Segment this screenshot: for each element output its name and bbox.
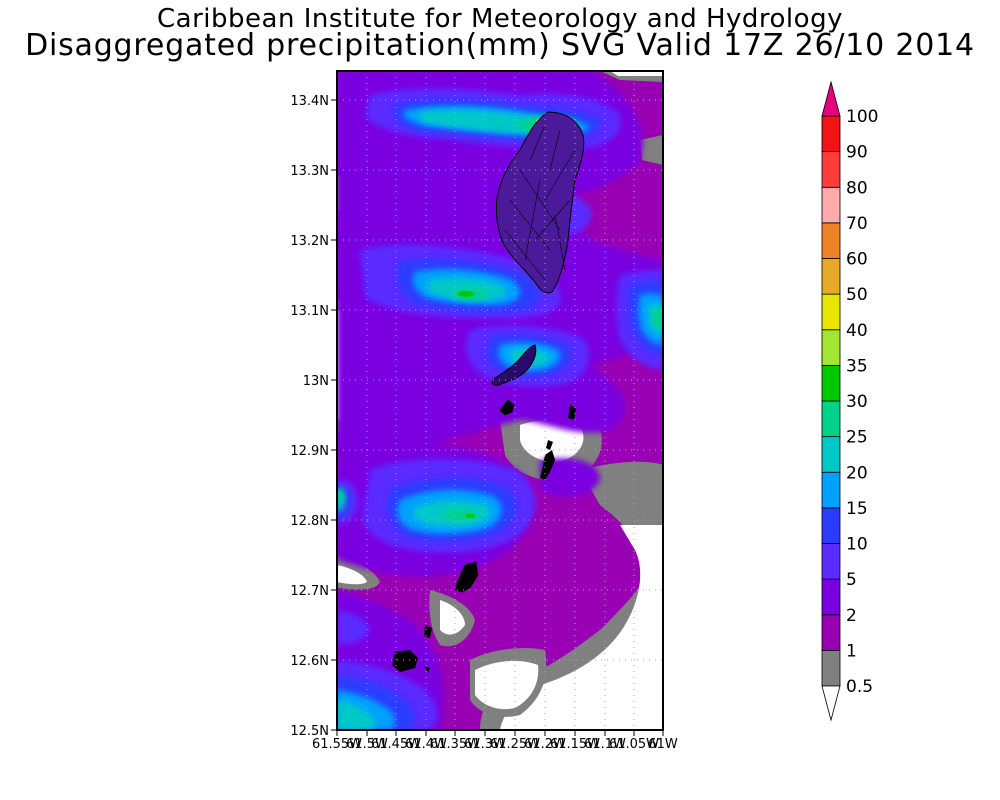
colorbar-label: 50 — [846, 285, 868, 305]
lat-tick-label: 13N — [303, 374, 329, 389]
colorbar-segment — [821, 400, 841, 438]
colorbar-label: 40 — [846, 321, 868, 341]
colorbar-segment — [821, 614, 841, 651]
lat-tick-label: 13.3N — [290, 164, 329, 179]
colorbar-label: 25 — [846, 428, 868, 448]
colorbar-label: 30 — [846, 392, 868, 412]
lat-tick-label: 13.4N — [290, 94, 329, 109]
lat-axis: 13.4N 13.3N 13.2N 13.1N 13N 12.9N 12.8N 12.7N 12… — [290, 94, 337, 739]
colorbar-top-arrow — [821, 80, 841, 117]
colorbar-segment — [821, 507, 841, 544]
colorbar-segment — [821, 258, 841, 295]
chart-title: Caribbean Institute for Meteorology and … — [157, 4, 843, 34]
lon-tick-label: 61.3W — [464, 737, 506, 752]
chart-subtitle: Disaggregated precipitation(mm) SVG Vali… — [25, 28, 975, 63]
colorbar-label: 1 — [846, 641, 857, 661]
lat-tick-label: 12.6N — [290, 654, 329, 669]
colorbar-label: 100 — [846, 107, 878, 127]
colorbar-label: 20 — [846, 463, 868, 483]
colorbar-segment — [821, 151, 841, 188]
lat-tick-label: 12.5N — [290, 724, 329, 739]
lon-tick-label: 61.4W — [405, 737, 447, 752]
colorbar-bottom-arrow — [821, 685, 841, 722]
lat-tick-label: 12.8N — [290, 514, 329, 529]
lon-tick-label: 61.45W — [371, 737, 421, 752]
lat-tick-label: 12.7N — [290, 584, 329, 599]
colorbar-segment — [821, 222, 841, 259]
lon-tick-label: 61.5W — [346, 737, 388, 752]
lon-tick-label: 61.35W — [430, 737, 480, 752]
colorbar-label: 0.5 — [846, 677, 873, 697]
colorbar-segment — [821, 436, 841, 473]
lon-axis: 61.55W61.5W61.45W61.4W61.35W61.3W61.25W6… — [312, 730, 678, 752]
island-mustique — [499, 399, 576, 420]
lon-tick-label: 61.05W — [609, 737, 659, 752]
island-union — [454, 561, 479, 593]
colorbar-label: 15 — [846, 499, 868, 519]
colorbar-label: 35 — [846, 356, 868, 376]
lon-tick-label: 61.15W — [550, 737, 600, 752]
colorbar-label: 60 — [846, 250, 868, 270]
lon-tick-label: 61.2W — [524, 737, 566, 752]
precipitation-field — [337, 71, 663, 730]
colorbar-segment — [821, 543, 841, 580]
colorbar-segment — [821, 115, 841, 153]
colorbar-label: 5 — [846, 570, 857, 590]
colorbar-segment — [821, 578, 841, 616]
lon-tick-label: 61.55W — [312, 737, 362, 752]
colorbar-label: 10 — [846, 535, 868, 555]
colorbar-label: 2 — [846, 606, 857, 626]
colorbar-label: 70 — [846, 214, 868, 234]
colorbar-segment — [821, 329, 841, 366]
island-bequia — [491, 344, 537, 386]
lon-tick-label: 61.25W — [490, 737, 540, 752]
island-canouan — [540, 440, 555, 480]
map-frame — [336, 70, 664, 731]
lat-tick-label: 13.1N — [290, 304, 329, 319]
colorbar-label: 80 — [846, 178, 868, 198]
lon-tick-label: 61W — [648, 737, 678, 752]
colorbar-segment — [821, 471, 841, 509]
colorbar-segment — [821, 364, 841, 402]
map-grid — [337, 71, 663, 730]
colorbar-label: 90 — [846, 143, 868, 163]
lat-tick-label: 13.2N — [290, 234, 329, 249]
lat-tick-label: 12.9N — [290, 444, 329, 459]
lon-tick-label: 61.1W — [584, 737, 626, 752]
colorbar-segment — [821, 649, 841, 687]
island-carriacou — [392, 625, 432, 672]
colorbar-segment — [821, 293, 841, 331]
colorbar-segment — [821, 186, 841, 224]
island-st-vincent — [495, 111, 585, 294]
